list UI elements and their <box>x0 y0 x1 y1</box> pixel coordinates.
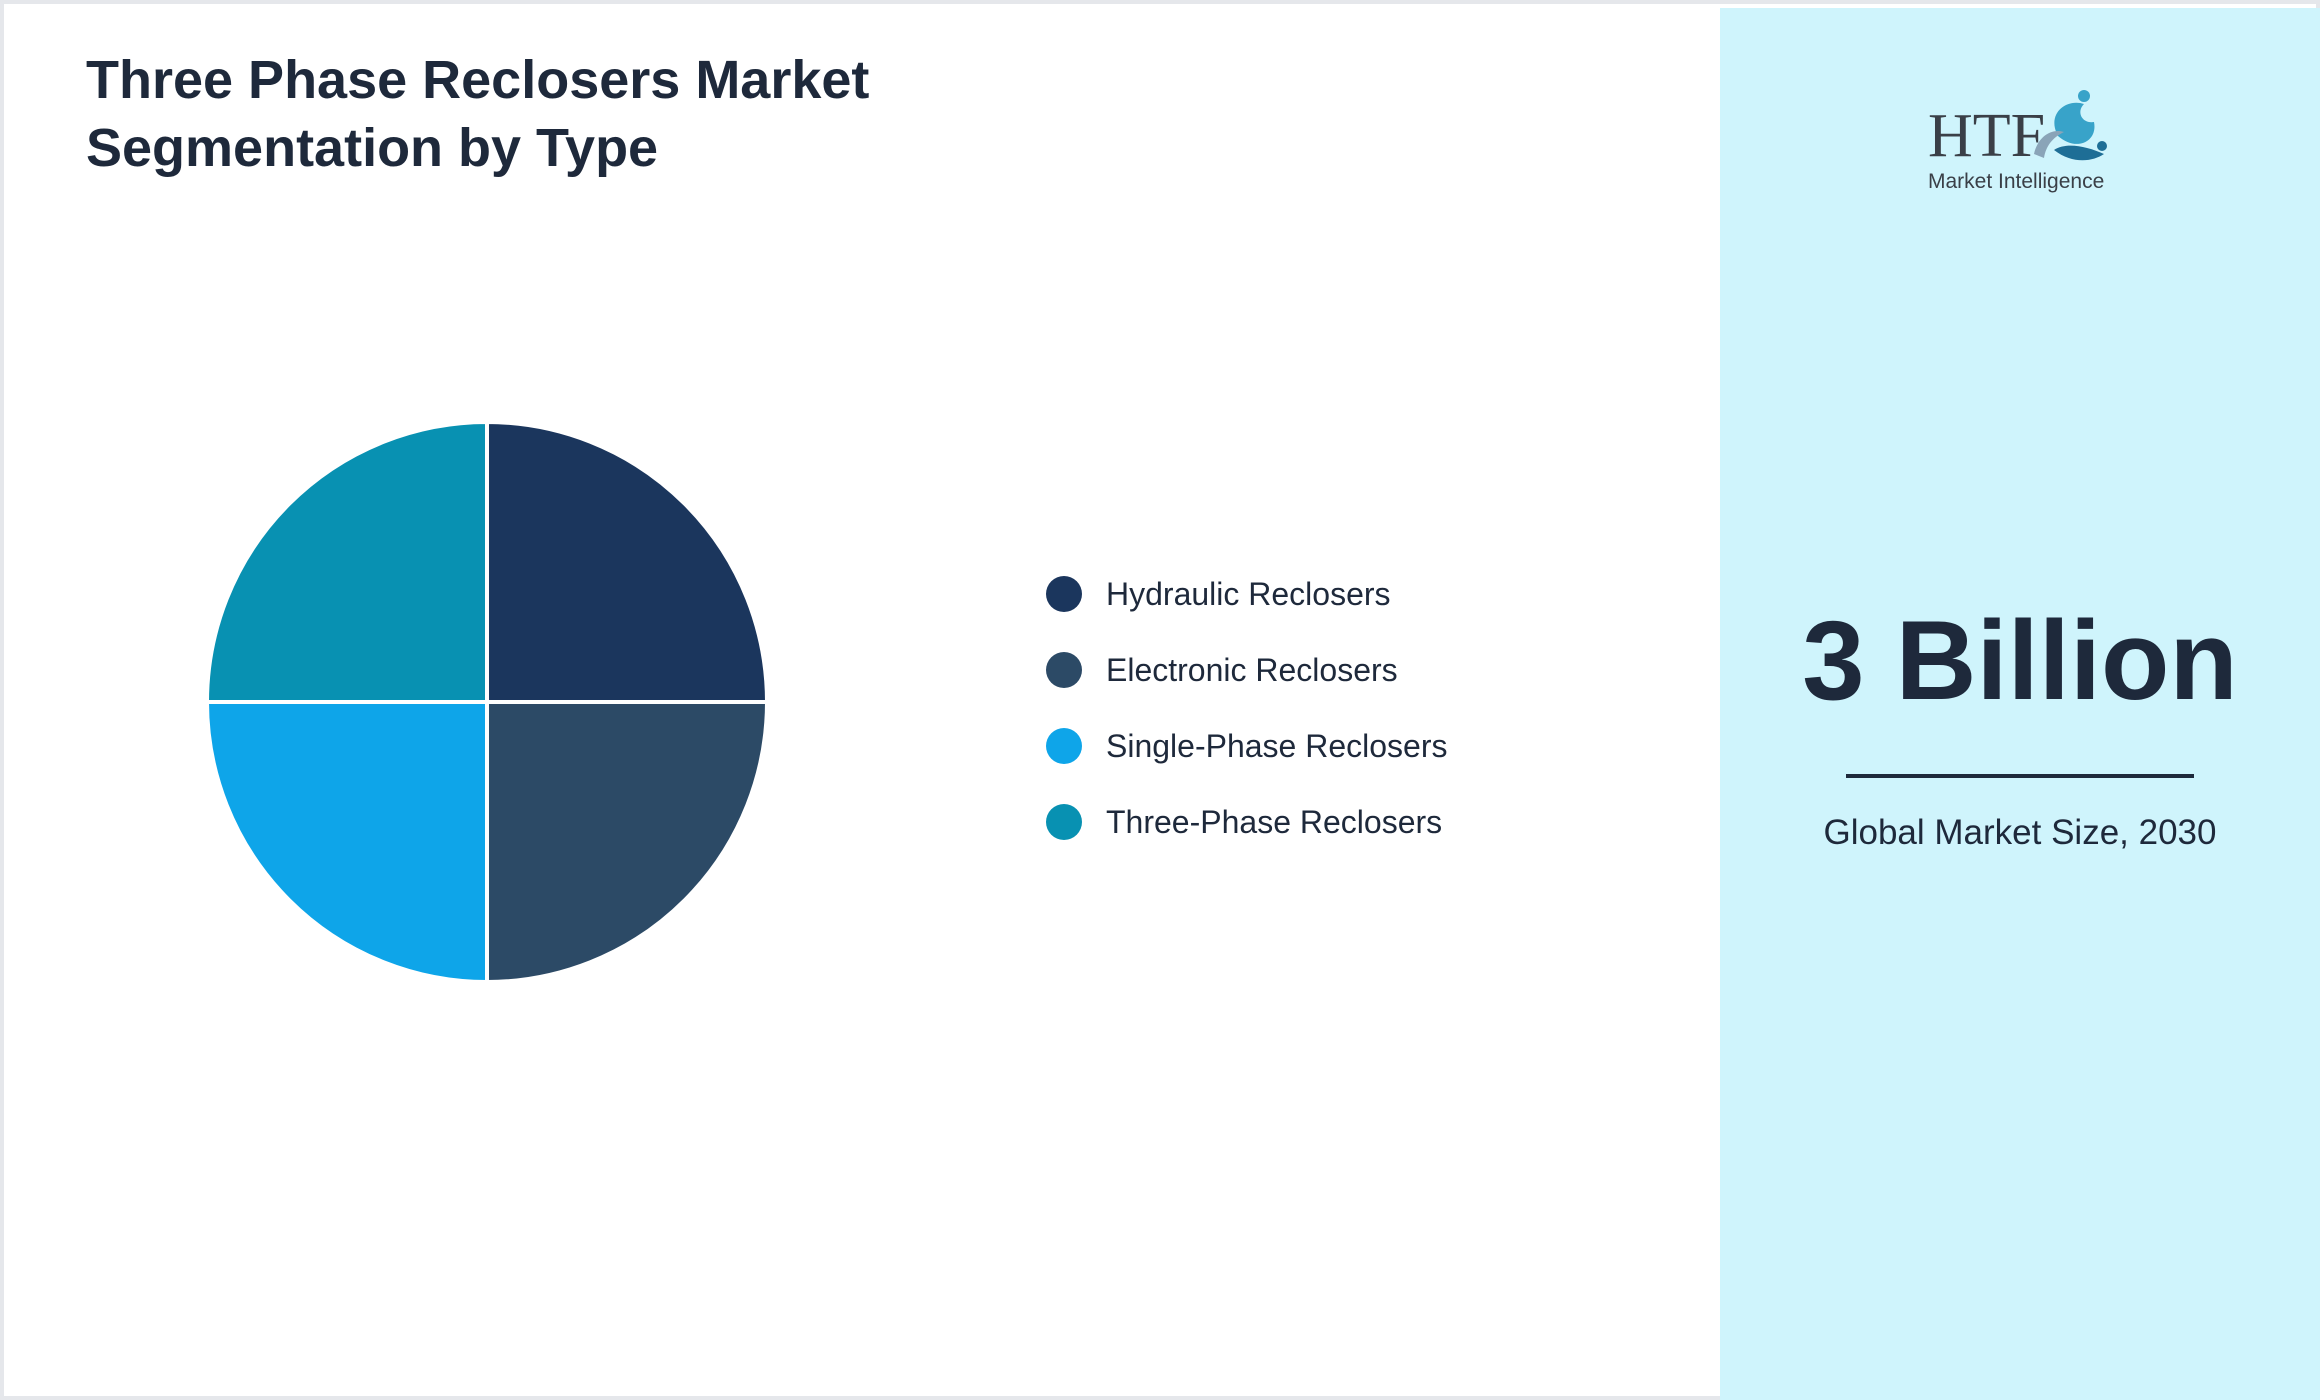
legend-swatch <box>1046 804 1082 840</box>
legend-label: Three-Phase Reclosers <box>1106 803 1443 840</box>
legend-label: Hydraulic Reclosers <box>1106 575 1391 612</box>
pie-slice-three-phase-reclosers <box>204 419 489 704</box>
legend-item: Single-Phase Reclosers <box>1046 708 1448 784</box>
divider <box>1846 774 2194 778</box>
legend-item: Three-Phase Reclosers <box>1046 784 1448 860</box>
market-size-panel: HTF Market Intelligence 3 Billion Global… <box>1720 8 2320 1400</box>
market-size-caption: Global Market Size, 2030 <box>1823 813 2217 852</box>
legend-swatch <box>1046 728 1082 764</box>
legend-label: Electronic Reclosers <box>1106 651 1398 688</box>
legend-swatch <box>1046 652 1082 688</box>
pie-chart <box>204 419 770 985</box>
legend-item: Electronic Reclosers <box>1046 632 1448 708</box>
pie-slice-electronic-reclosers <box>485 700 770 985</box>
pie-slice-single-phase-reclosers <box>204 700 489 985</box>
page-title: Three Phase Reclosers Market Segmentatio… <box>86 50 870 178</box>
legend-item: Hydraulic Reclosers <box>1046 556 1448 632</box>
pie-slice-hydraulic-reclosers <box>485 419 770 704</box>
htf-logo-icon: HTF Market Intelligence <box>1928 90 2107 193</box>
svg-text:Market Intelligence: Market Intelligence <box>1928 170 2104 193</box>
legend-label: Single-Phase Reclosers <box>1106 727 1448 764</box>
market-size-value: 3 Billion <box>1802 598 2238 723</box>
legend-swatch <box>1046 576 1082 612</box>
svg-text:HTF: HTF <box>1928 102 2045 170</box>
chart-legend: Hydraulic Reclosers Electronic Reclosers S… <box>1046 556 1448 860</box>
